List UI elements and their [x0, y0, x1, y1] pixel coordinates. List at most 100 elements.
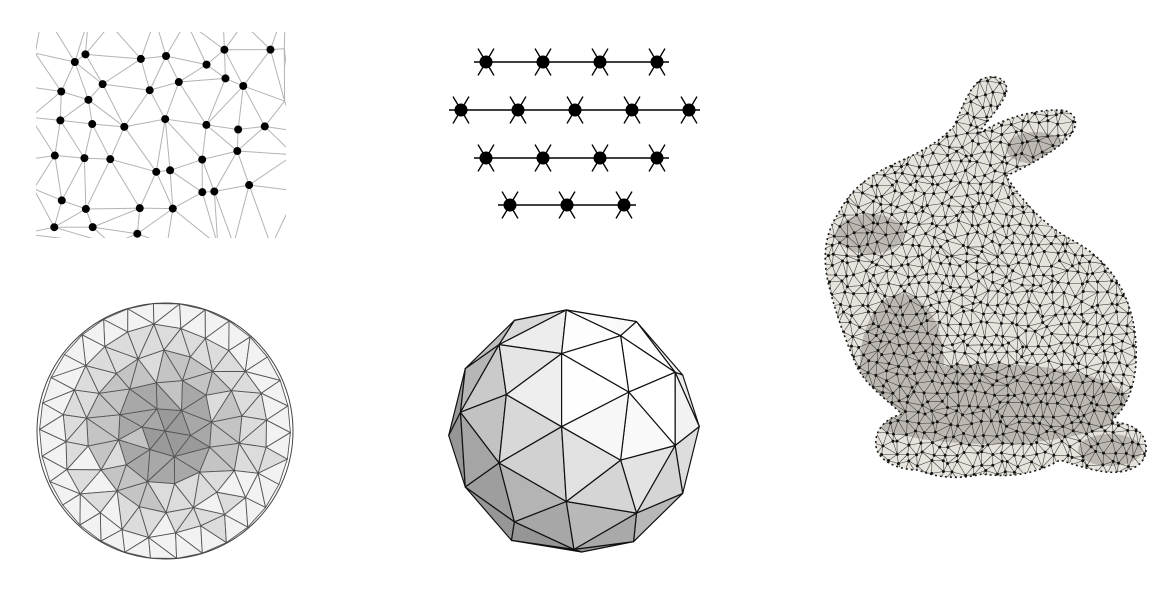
bunny-vertex: [872, 322, 875, 325]
bunny-vertex: [1050, 381, 1053, 384]
bunny-vertex: [957, 390, 960, 393]
point-node: [106, 155, 114, 163]
bunny-vertex: [1086, 323, 1089, 326]
bunny-vertex: [941, 382, 944, 385]
bunny-vertex: [885, 310, 888, 313]
bunny-vertex: [1030, 460, 1033, 463]
bunny-vertex: [883, 294, 886, 297]
bunny-vertex: [1056, 75, 1059, 78]
bunny-vertex: [850, 345, 853, 348]
bunny-vertex: [885, 270, 888, 273]
bunny-vertex: [889, 83, 892, 86]
bunny-vertex: [970, 285, 973, 288]
bunny-vertex: [1132, 476, 1135, 479]
bunny-vertex: [871, 261, 874, 264]
bunny-vertex: [943, 230, 946, 233]
bunny-vertex: [1099, 226, 1102, 229]
bunny-vertex: [1062, 350, 1065, 353]
bunny-vertex: [1045, 292, 1048, 295]
bunny-vertex: [1044, 392, 1047, 395]
bunny-vertex: [870, 133, 873, 136]
bunny-vertex: [907, 275, 910, 278]
bunny-vertex: [869, 399, 872, 402]
triangulation-edge: [179, 78, 226, 82]
bunny-vertex: [1031, 156, 1034, 159]
bunny-vertex: [1051, 160, 1054, 163]
bunny-vertex: [866, 304, 869, 307]
bunny-vertex: [876, 462, 879, 465]
bunny-vertex: [931, 183, 934, 186]
bunny-vertex: [1038, 481, 1041, 484]
bunny-vertex: [1116, 122, 1119, 125]
bunny-mesh-svg: [810, 64, 1160, 494]
bunny-vertex: [901, 313, 904, 316]
bunny-vertex: [1016, 465, 1019, 468]
bunny-vertex: [1141, 263, 1144, 266]
bunny-vertex: [1135, 151, 1138, 154]
bunny-vertex: [996, 199, 999, 202]
bunny-vertex: [816, 70, 819, 73]
lattice-nodes: [455, 56, 696, 212]
bunny-vertex: [867, 434, 870, 437]
bunny-vertex: [998, 244, 1001, 247]
bunny-vertex: [892, 352, 895, 355]
bunny-vertex: [934, 370, 937, 373]
bunny-vertex: [1024, 475, 1027, 478]
bunny-vertex: [857, 255, 860, 258]
bunny-surface: [810, 64, 1160, 494]
bunny-vertex: [991, 180, 994, 183]
bunny-vertex: [1117, 424, 1120, 427]
bunny-vertex: [1158, 162, 1160, 165]
bunny-vertex: [1146, 300, 1149, 303]
bunny-vertex: [999, 420, 1002, 423]
bunny-vertex: [1056, 123, 1059, 126]
bunny-vertex: [857, 206, 860, 209]
bunny-vertex: [988, 262, 991, 265]
bunny-vertex: [1130, 64, 1133, 65]
bunny-vertex: [846, 261, 849, 264]
bunny-vertex: [948, 300, 951, 303]
bunny-vertex: [872, 214, 875, 217]
bunny-vertex: [961, 84, 964, 87]
bunny-vertex: [853, 231, 856, 234]
bunny-vertex: [1156, 456, 1159, 459]
bunny-vertex: [952, 290, 955, 293]
bunny-vertex: [1057, 170, 1060, 173]
triangulation-edge: [237, 151, 249, 185]
bunny-vertex: [1050, 193, 1053, 196]
bunny-vertex: [860, 284, 863, 287]
bunny-vertex: [1078, 406, 1081, 409]
bunny-vertex: [822, 93, 825, 96]
triangulation-edge: [110, 127, 124, 159]
bunny-vertex: [819, 482, 822, 485]
bunny-vertex: [938, 121, 941, 124]
point-node: [166, 166, 174, 174]
bunny-vertex: [1013, 71, 1016, 74]
bunny-vertex: [963, 333, 966, 336]
bunny-vertex: [1024, 415, 1027, 418]
bunny-vertex: [1056, 226, 1059, 229]
bunny-vertex: [944, 215, 947, 218]
point-node: [99, 80, 107, 88]
random-triangulation-panel: [36, 32, 286, 238]
bunny-vertex: [1011, 215, 1014, 218]
bunny-vertex: [855, 151, 858, 154]
bunny-vertex: [975, 480, 978, 483]
bunny-vertex: [847, 195, 850, 198]
bunny-vertex: [1060, 323, 1063, 326]
bunny-vertex: [1068, 306, 1071, 309]
bunny-vertex: [1123, 255, 1126, 258]
disc-mesh-svg: [30, 300, 300, 562]
bunny-vertex: [930, 121, 933, 124]
bunny-vertex: [822, 453, 825, 456]
bunny-vertex: [816, 133, 819, 136]
bunny-vertex: [896, 372, 899, 375]
bunny-vertex: [987, 289, 990, 292]
bunny-vertex: [965, 252, 968, 255]
point-node: [89, 223, 97, 231]
bunny-vertex: [1017, 172, 1020, 175]
bunny-vertex: [886, 221, 889, 224]
bunny-vertex: [1030, 243, 1033, 246]
bunny-vertex: [845, 353, 848, 356]
bunny-vertex: [1141, 310, 1144, 313]
